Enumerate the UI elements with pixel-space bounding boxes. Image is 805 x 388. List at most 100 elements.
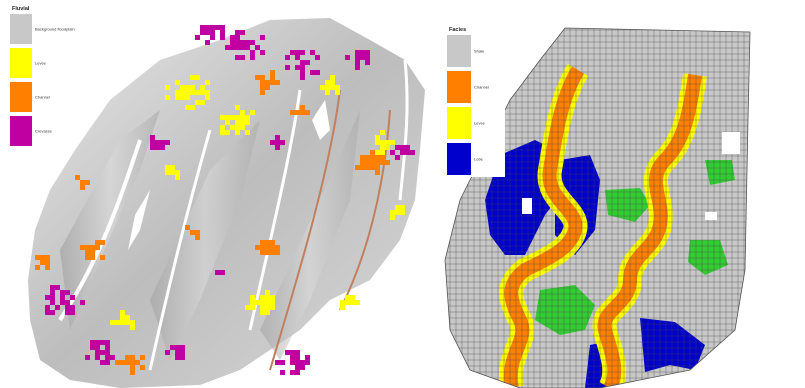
facies-cell (270, 140, 275, 145)
facies-cell (280, 140, 285, 145)
facies-cell (285, 350, 290, 355)
facies-cell (195, 230, 200, 235)
facies-cell (380, 140, 385, 145)
left-legend-swatch-1 (10, 48, 32, 78)
facies-cell (135, 360, 140, 365)
facies-cell (365, 60, 370, 65)
facies-cell (300, 365, 305, 370)
facies-cell (375, 160, 380, 165)
facies-cell (240, 45, 245, 50)
facies-cell (325, 85, 330, 90)
facies-cell (290, 350, 295, 355)
facies-cell (370, 165, 375, 170)
facies-cell (320, 85, 325, 90)
facies-cell (375, 150, 380, 155)
facies-cell (150, 140, 155, 145)
facies-cell (235, 35, 240, 40)
facies-cell (180, 350, 185, 355)
facies-cell (325, 90, 330, 95)
facies-cell (205, 40, 210, 45)
facies-cell (175, 355, 180, 360)
facies-cell (115, 320, 120, 325)
facies-cell (105, 360, 110, 365)
facies-cell (280, 370, 285, 375)
facies-cell (55, 305, 60, 310)
facies-cell (220, 270, 225, 275)
facies-cell (300, 60, 305, 65)
facies-cell (360, 50, 365, 55)
facies-cell (395, 205, 400, 210)
facies-cell (195, 75, 200, 80)
fault-5 (339, 109, 391, 311)
facies-cell (200, 100, 205, 105)
facies-cell (165, 350, 170, 355)
facies-cell (205, 90, 210, 95)
facies-cell (175, 345, 180, 350)
facies-cell (300, 360, 305, 365)
facies-cell (295, 55, 300, 60)
facies-cell (225, 115, 230, 120)
facies-cell (150, 135, 155, 140)
facies-cell (175, 170, 180, 175)
facies-cell (50, 290, 55, 295)
facies-cell (45, 265, 50, 270)
facies-cell (155, 145, 160, 150)
facies-cell (95, 240, 100, 245)
facies-cell (105, 345, 110, 350)
facies-cell (265, 250, 270, 255)
facies-cell (225, 120, 230, 125)
facies-cell (305, 360, 310, 365)
facies-cell (215, 25, 220, 30)
facies-cell (180, 345, 185, 350)
facies-cell (295, 355, 300, 360)
left-legend-swatch-2 (10, 82, 32, 112)
facies-cell (270, 300, 275, 305)
facies-cell (230, 40, 235, 45)
facies-cell (195, 235, 200, 240)
facies-cell (270, 80, 275, 85)
facies-cell (60, 295, 65, 300)
facies-cell (200, 85, 205, 90)
facies-cell (90, 345, 95, 350)
facies-cell (235, 105, 240, 110)
facies-cell (395, 155, 400, 160)
facies-cell (75, 175, 80, 180)
facies-cell (240, 115, 245, 120)
facies-cell (165, 165, 170, 170)
facies-cell (360, 55, 365, 60)
facies-cell (190, 230, 195, 235)
facies-cell (160, 140, 165, 145)
facies-cell (365, 50, 370, 55)
facies-cell (260, 295, 265, 300)
facies-cell (250, 300, 255, 305)
legend-layer: Fluvial Background floodplain Levee Channel… (10, 6, 489, 175)
facies-cell (180, 90, 185, 95)
facies-cell (300, 50, 305, 55)
left-legend-label-2: Channel (35, 95, 50, 100)
facies-cell (210, 30, 215, 35)
facies-cell (410, 150, 415, 155)
left-legend-label-3: Crevasse (35, 129, 53, 134)
surface-ridge-2 (150, 120, 260, 360)
facies-cell (285, 65, 290, 70)
facies-cell (355, 60, 360, 65)
facies-cell (90, 340, 95, 345)
gap-1 (312, 100, 330, 140)
facies-cell (365, 55, 370, 60)
facies-cell (305, 60, 310, 65)
facies-cell (65, 305, 70, 310)
facies-cell (260, 310, 265, 315)
facies-cell (180, 85, 185, 90)
right-legend-swatch-2 (447, 107, 471, 139)
facies-cell (240, 30, 245, 35)
facies-cell (235, 120, 240, 125)
facies-cell (355, 50, 360, 55)
facies-cell (165, 170, 170, 175)
facies-cell (200, 25, 205, 30)
facies-cell (65, 310, 70, 315)
facies-cell (340, 300, 345, 305)
facies-cell (275, 140, 280, 145)
facies-cell (275, 250, 280, 255)
facies-cell (330, 75, 335, 80)
facies-cell (305, 110, 310, 115)
